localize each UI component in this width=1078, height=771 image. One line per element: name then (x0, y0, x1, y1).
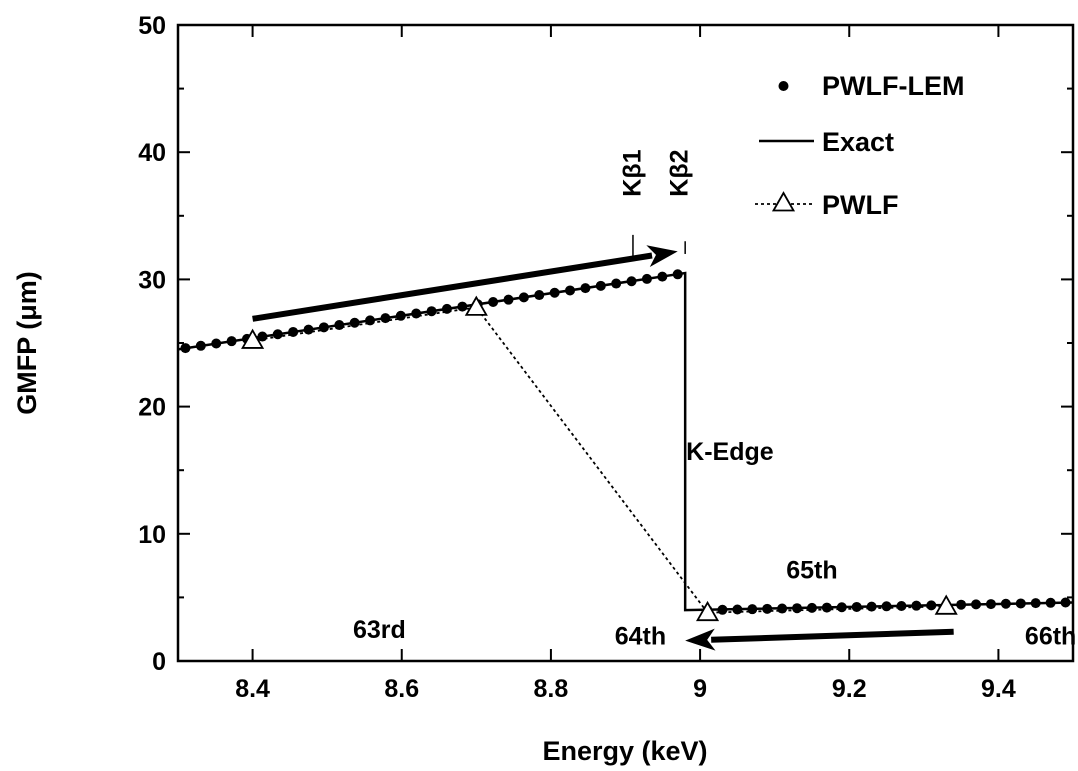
pwlf-lem-point (503, 294, 514, 305)
pwlf-lem-point (717, 604, 728, 615)
pwlf-lem-point (851, 601, 862, 612)
pwlf-lem-point (180, 343, 191, 354)
y-tick-label: 30 (138, 266, 166, 294)
pwlf-lem-point (426, 306, 437, 317)
pwlf-marker (241, 328, 265, 349)
annotation-label: Kβ1 (618, 149, 646, 196)
pwlf-lem-point (806, 602, 817, 613)
pwlf-lem-point (971, 599, 982, 610)
pwlf-lem-point (318, 322, 329, 333)
x-tick-label: 8.6 (384, 675, 419, 703)
pwlf-lem-point (226, 336, 237, 347)
pwlf-lem-point (956, 599, 967, 610)
x-tick-label: 9 (693, 675, 707, 703)
annotation-label: Kβ2 (665, 150, 693, 197)
pwlf-lem-point (836, 602, 847, 613)
pwlf-lem-point (595, 280, 606, 291)
legend-exact-label: Exact (822, 127, 894, 157)
arrow-shaft (252, 252, 653, 322)
pwlf-lem-point (288, 326, 299, 337)
series-exact-line (177, 271, 1074, 612)
pwlf-lem-point (411, 308, 422, 319)
pwlf-lem-point (672, 269, 683, 280)
pwlf-lem-point (732, 604, 743, 615)
annotations-layer: Kβ1 Kβ2 K-Edge 65th 63rd 64th 66th (252, 149, 1076, 651)
y-tick-label: 0 (152, 648, 166, 676)
pwlf-lem-point (441, 303, 452, 314)
pwlf-marker (695, 600, 720, 622)
pwlf-lem-point (565, 285, 576, 296)
pwlf-lem-point (257, 331, 268, 342)
annotation-label: 66th (1025, 622, 1076, 650)
pwlf-marker (464, 295, 488, 316)
series-pwlf-line (252, 306, 947, 614)
pwlf-lem-point (195, 340, 206, 351)
pwlf-marker (934, 594, 958, 615)
pwlf-lem-point (457, 301, 468, 312)
pwlf-lem-point (1030, 598, 1041, 609)
series-layer (177, 269, 1074, 622)
plot-frame (176, 23, 1075, 663)
y-tick-label: 50 (138, 12, 166, 40)
pwlf-lem-point (626, 276, 637, 287)
y-tick-label: 10 (138, 521, 166, 549)
pwlf-lem-point (777, 603, 788, 614)
pwlf-lem-point (747, 604, 758, 615)
axes-layer: 8.4 8.6 8.8 9 9.2 9.4 0 10 20 30 40 50 (138, 12, 1073, 703)
y-tick-label: 40 (138, 139, 166, 167)
pwlf-lem-point (1015, 598, 1026, 609)
pwlf-lem-point (657, 271, 668, 282)
legend-pwlf-lem-label: PWLF-LEM (822, 71, 964, 101)
pwlf-lem-point (380, 313, 391, 324)
arrow-shaft (711, 628, 954, 643)
pwlf-lem-point (641, 273, 652, 284)
pwlf-lem-point (985, 599, 996, 610)
legend-pwlf-label: PWLF (822, 190, 898, 220)
pwlf-lem-point (365, 315, 376, 326)
pwlf-lem-point (881, 601, 892, 612)
pwlf-lem-point (1000, 598, 1011, 609)
pwlf-lem-point (534, 290, 545, 301)
x-tick-label: 9.2 (832, 675, 867, 703)
pwlf-lem-point (611, 278, 622, 289)
pwlf-lem-point (896, 600, 907, 611)
annotation-label: 65th (786, 556, 837, 584)
legend-pwlf-lem-marker (778, 81, 789, 91)
pwlf-lem-point (1060, 597, 1071, 608)
pwlf-lem-point (395, 310, 406, 321)
x-tick-label: 8.8 (534, 675, 569, 703)
pwlf-lem-point (926, 600, 937, 611)
pwlf-lem-point (549, 287, 560, 298)
pwlf-lem-point (792, 603, 803, 614)
pwlf-lem-point (334, 320, 345, 331)
pwlf-lem-point (821, 602, 832, 613)
pwlf-lem-point (211, 338, 222, 349)
arrow-head (646, 245, 678, 267)
annotation-label: 63rd (353, 616, 406, 644)
pwlf-lem-point (580, 283, 591, 294)
arrow-head (685, 628, 716, 651)
annotation-label: K-Edge (686, 438, 774, 466)
pwlf-lem-point (272, 329, 283, 340)
annotation-label: 64th (615, 622, 666, 650)
legend: PWLF-LEM Exact PWLF (755, 71, 964, 220)
pwlf-lem-point (488, 296, 499, 307)
legend-pwlf-marker (771, 191, 796, 212)
pwlf-lem-point (349, 317, 360, 328)
pwlf-lem-point (762, 603, 773, 614)
pwlf-lem-point (866, 601, 877, 612)
pwlf-lem-point (1045, 597, 1056, 608)
pwlf-lem-point (303, 324, 314, 335)
y-axis-title: GMFP (μm) (12, 271, 42, 415)
pwlf-lem-point (518, 292, 529, 303)
x-tick-label: 8.4 (235, 675, 270, 703)
x-tick-label: 9.4 (981, 675, 1016, 703)
x-axis-title: Energy (keV) (542, 736, 707, 766)
y-tick-label: 20 (138, 394, 166, 422)
pwlf-lem-point (911, 600, 922, 611)
